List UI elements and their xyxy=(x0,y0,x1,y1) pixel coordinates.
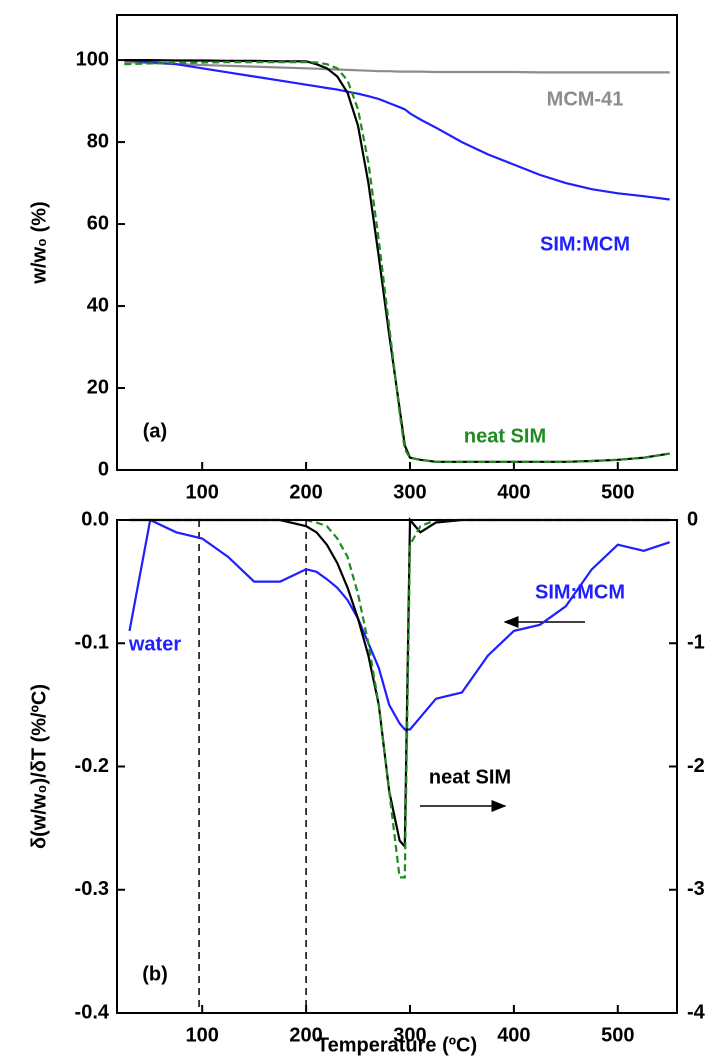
y-axis-title: w/w₀ (%) xyxy=(28,201,50,284)
y2-tick-label: 0 xyxy=(687,508,698,530)
panel-label: (b) xyxy=(142,963,168,985)
y2-tick-label: -3 xyxy=(687,878,705,900)
x-axis-title: Temperature (ºC) xyxy=(317,1034,477,1056)
y-tick-label: 0 xyxy=(98,458,109,480)
series-label: SIM:MCM xyxy=(540,233,630,255)
series-line xyxy=(124,59,670,463)
x-tick-label: 100 xyxy=(186,1024,219,1046)
x-tick-label: 500 xyxy=(601,1024,634,1046)
annotation: water xyxy=(128,633,181,655)
x-tick-label: 400 xyxy=(497,481,530,503)
x-tick-label: 200 xyxy=(289,481,322,503)
y2-tick-label: -1 xyxy=(687,632,705,654)
series-line xyxy=(124,61,670,463)
y-tick-label: 80 xyxy=(87,130,109,152)
series-label: neat SIM xyxy=(464,425,546,447)
x-tick-label: 400 xyxy=(497,1024,530,1046)
series-line xyxy=(129,517,670,850)
x-tick-label: 300 xyxy=(393,481,426,503)
plot-frame xyxy=(116,519,678,1014)
y-tick-label: -0.1 xyxy=(75,632,109,654)
y-tick-label: 0.0 xyxy=(81,508,109,530)
y-tick-label: -0.3 xyxy=(75,878,109,900)
series-line xyxy=(124,61,670,74)
series-label: SIM:MCM xyxy=(535,581,625,603)
series-line xyxy=(129,518,670,879)
panel-label: (a) xyxy=(143,420,167,442)
x-tick-label: 500 xyxy=(601,481,634,503)
series-line xyxy=(128,518,671,731)
x-tick-label: 300 xyxy=(393,1024,426,1046)
plot-frame xyxy=(116,14,678,471)
y-tick-label: -0.4 xyxy=(75,1001,110,1023)
x-tick-label: 200 xyxy=(289,1024,322,1046)
series-label: neat SIM xyxy=(429,766,511,788)
y-tick-label: 20 xyxy=(87,376,109,398)
x-tick-label: 100 xyxy=(186,481,219,503)
y-tick-label: 100 xyxy=(76,48,109,70)
series-line xyxy=(124,59,670,201)
series-label: MCM-41 xyxy=(547,88,624,110)
y-axis-title: δ(w/w₀)/δT (%/ºC) xyxy=(28,684,50,849)
y2-tick-label: -4 xyxy=(687,1001,706,1023)
y2-tick-label: -2 xyxy=(687,755,705,777)
y-tick-label: 40 xyxy=(87,294,109,316)
y-tick-label: -0.2 xyxy=(75,755,109,777)
y-tick-label: 60 xyxy=(87,212,109,234)
